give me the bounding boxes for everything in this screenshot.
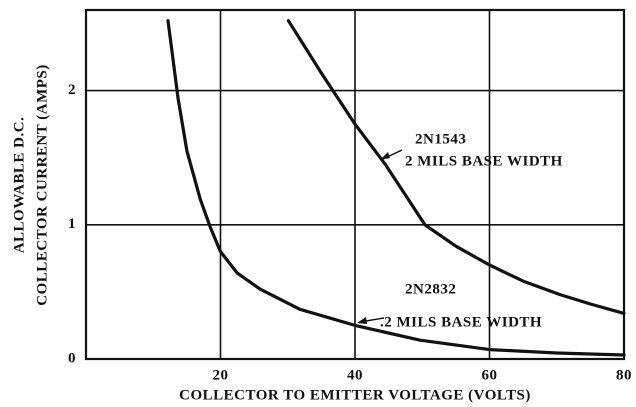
y-tick-label: 1 — [68, 216, 76, 232]
y-tick-label: 0 — [68, 350, 76, 366]
x-tick-label: 20 — [213, 367, 229, 383]
series-label: .2 MILS BASE WIDTH — [380, 314, 542, 330]
y-axis-label: ALLOWABLE D.C. — [11, 117, 27, 254]
x-axis-label: COLLECTOR TO EMITTER VOLTAGE (VOLTS) — [179, 387, 531, 403]
arrow-head — [357, 317, 367, 324]
arrow-head — [380, 152, 390, 160]
x-tick-label: 60 — [482, 367, 498, 383]
y-axis-label: COLLECTOR CURRENT (AMPS) — [34, 64, 50, 305]
series-name: 2N1543 — [415, 131, 466, 147]
series-name: 2N2832 — [405, 281, 456, 297]
y-tick-label: 2 — [68, 82, 76, 98]
curve — [166, 19, 626, 357]
curve — [286, 19, 626, 315]
x-tick-label: 40 — [347, 367, 363, 383]
plot-frame — [84, 8, 626, 361]
x-tick-label: 80 — [616, 367, 632, 383]
series-label: 2 MILS BASE WIDTH — [405, 153, 563, 169]
